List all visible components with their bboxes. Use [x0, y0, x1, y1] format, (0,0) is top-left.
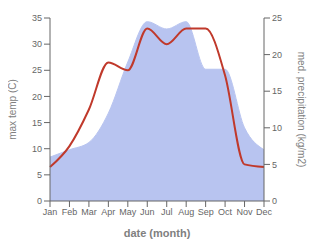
- svg-text:max temp (C): max temp (C): [8, 79, 18, 140]
- svg-text:date (month): date (month): [124, 227, 191, 239]
- svg-text:Aug: Aug: [178, 207, 194, 217]
- svg-text:Apr: Apr: [101, 207, 115, 217]
- svg-text:Jun: Jun: [140, 207, 155, 217]
- svg-text:Sep: Sep: [198, 207, 214, 217]
- svg-text:Oct: Oct: [218, 207, 233, 217]
- svg-text:5: 5: [37, 170, 42, 180]
- svg-text:Mar: Mar: [81, 207, 97, 217]
- svg-text:Nov: Nov: [237, 207, 254, 217]
- svg-text:5: 5: [272, 160, 277, 170]
- svg-text:35: 35: [32, 13, 42, 23]
- svg-text:Jul: Jul: [161, 207, 173, 217]
- svg-text:0: 0: [272, 196, 277, 206]
- svg-text:Jan: Jan: [43, 207, 58, 217]
- svg-text:20: 20: [272, 50, 282, 60]
- svg-text:20: 20: [32, 92, 42, 102]
- svg-text:May: May: [119, 207, 137, 217]
- svg-text:Feb: Feb: [62, 207, 78, 217]
- svg-text:25: 25: [32, 65, 42, 75]
- svg-text:15: 15: [32, 118, 42, 128]
- svg-text:25: 25: [272, 13, 282, 23]
- svg-text:10: 10: [32, 144, 42, 154]
- svg-text:Dec: Dec: [256, 207, 273, 217]
- svg-text:med. precipitation (kg/m2): med. precipitation (kg/m2): [296, 52, 307, 168]
- svg-text:30: 30: [32, 39, 42, 49]
- svg-text:0: 0: [37, 196, 42, 206]
- svg-text:10: 10: [272, 123, 282, 133]
- svg-text:15: 15: [272, 86, 282, 96]
